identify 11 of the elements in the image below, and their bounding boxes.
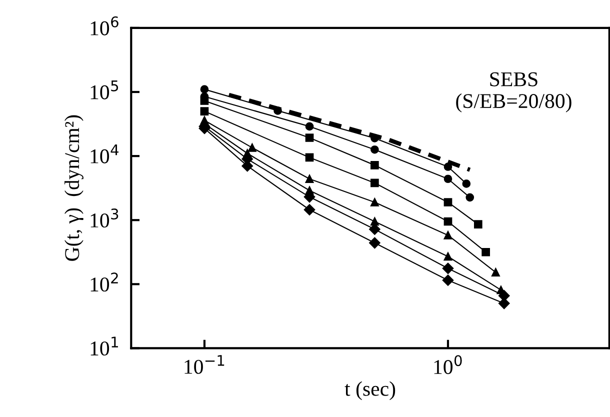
y-tick-label: 10$^{3}$ <box>90 208 118 228</box>
x-axis-title: t (sec) <box>344 381 396 400</box>
y-tick-label: 10$^{2}$ <box>90 272 118 292</box>
y-tick-label: 10$^{4}$ <box>90 144 118 164</box>
y-axis-title: G(t, γ) (dyn/cm²) <box>64 115 84 261</box>
y-tick-label: 10$^{6}$ <box>90 16 118 36</box>
y-tick-label: 10$^{1}$ <box>90 336 118 356</box>
x-tick-label: 10$^{−1}$ <box>184 355 224 374</box>
annotation: SEBS (S/EB=20/80) <box>456 72 572 112</box>
x-tick-label: 10$^{0}$ <box>434 355 462 374</box>
y-tick-label: 10$^{5}$ <box>90 80 118 100</box>
